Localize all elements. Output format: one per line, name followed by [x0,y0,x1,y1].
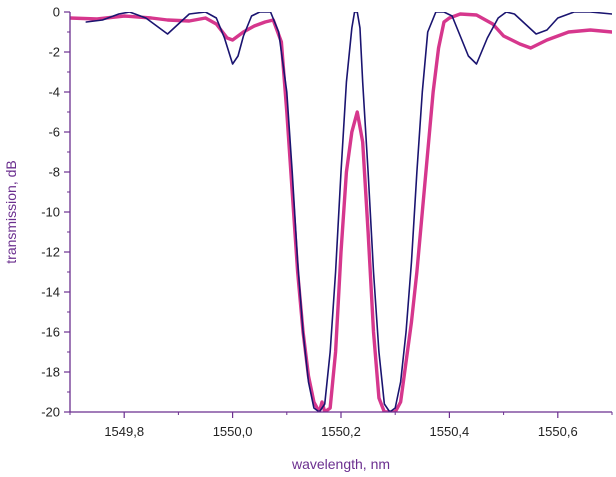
x-tick-label: 1550,4 [430,424,470,439]
x-tick-label: 1550,6 [538,424,578,439]
y-axis-title: transmission, dB [3,160,19,263]
y-tick-label: -20 [41,405,60,420]
x-tick-label: 1550,0 [213,424,253,439]
series-line-measured [70,12,612,412]
x-axis-title: wavelength, nm [291,456,390,472]
y-tick-label: -2 [48,45,60,60]
axes [69,12,612,413]
y-tick-label: -14 [41,285,60,300]
y-tick-label: -6 [48,125,60,140]
y-tick-label: 0 [53,5,60,20]
y-tick-label: -18 [41,365,60,380]
y-tick-label: -4 [48,85,60,100]
x-tick-label: 1550,2 [321,424,361,439]
plot-area [70,12,612,412]
y-tick-label: -12 [41,245,60,260]
x-tick-label: 1549,8 [104,424,144,439]
series-line-simulated [85,12,612,412]
x-ticks: 1549,8 1550,0 1550,2 1550,4 1550,6 [69,412,613,439]
y-tick-label: -8 [48,165,60,180]
y-tick-label: -16 [41,325,60,340]
y-tick-label: -10 [41,205,60,220]
y-ticks: 0 -2 -4 -6 -8 -10 -12 -14 -16 -18 -20 [41,5,70,420]
